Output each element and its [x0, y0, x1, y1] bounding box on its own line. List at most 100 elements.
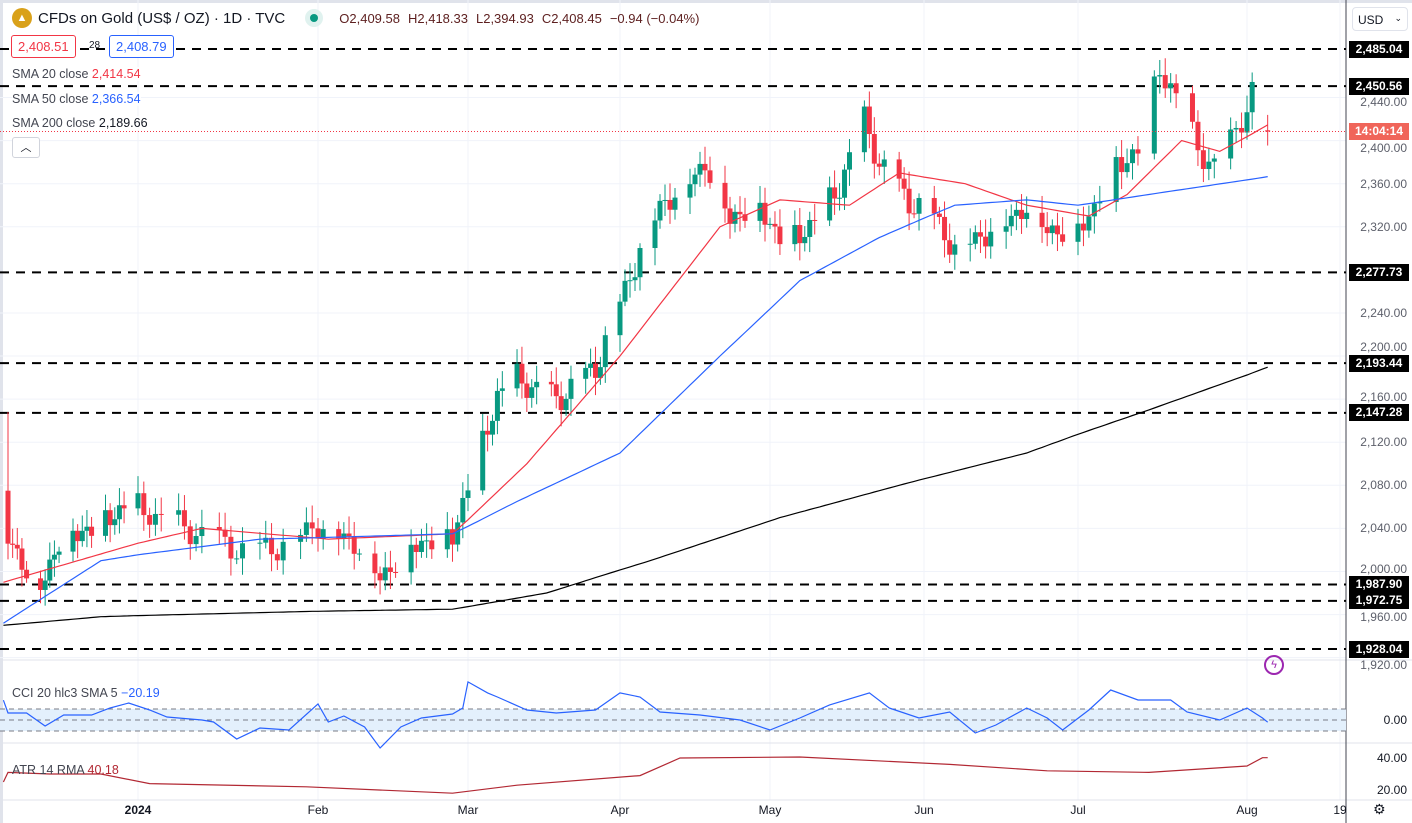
time-tick: May	[758, 803, 782, 817]
candle-body	[1075, 223, 1081, 242]
candle-body	[1097, 202, 1103, 204]
time-tick: Jul	[1070, 803, 1086, 817]
gold-logo-icon: ▲	[12, 8, 32, 28]
candle-body	[1189, 93, 1195, 122]
spread-value: 28	[89, 40, 101, 51]
candle-body	[499, 388, 505, 391]
candle-body	[494, 390, 500, 421]
candle-body	[107, 510, 113, 526]
candle-body	[866, 106, 872, 135]
candle-body	[413, 544, 419, 553]
candle-body	[622, 280, 628, 302]
candle-body	[181, 510, 187, 527]
close-value: C2,408.45	[541, 10, 602, 26]
candle-body	[1119, 157, 1125, 173]
candle-body	[56, 551, 62, 555]
candle-body	[767, 223, 773, 225]
candle-body	[280, 541, 286, 561]
buy-price-button[interactable]: 2,408.79	[109, 35, 174, 58]
symbol-header: ▲ CFDs on Gold (US$ / OZ) · 1D · TVC O2,…	[12, 8, 699, 28]
candle-body	[1060, 234, 1066, 242]
candle-body	[762, 202, 768, 225]
candle-body	[722, 182, 728, 209]
candle-body	[662, 199, 668, 201]
candle-body	[382, 567, 388, 581]
time-tick: Feb	[307, 803, 329, 817]
candle-body	[158, 513, 164, 515]
chevron-down-icon: ⌄	[1394, 13, 1402, 23]
level-tag: 1,987.90	[1349, 576, 1409, 594]
candle-body	[977, 232, 983, 237]
candle-body	[341, 533, 347, 539]
candle-body	[1173, 83, 1179, 94]
candle-body	[372, 553, 378, 574]
legend-atr[interactable]: ATR 14 RMA 40.18	[12, 763, 119, 777]
candle-body	[1244, 112, 1250, 133]
atr-tick: 40.00	[1376, 751, 1407, 765]
low-value: L2,394.93	[475, 10, 534, 26]
sma200-label: SMA 200 close	[12, 116, 96, 130]
settings-icon[interactable]: ⚙	[1373, 801, 1386, 817]
candle-body	[1265, 130, 1271, 132]
candle-body	[1003, 226, 1009, 232]
candle-body	[1039, 212, 1045, 228]
candle-body	[377, 573, 383, 581]
candle-body	[742, 214, 748, 221]
candle-body	[47, 559, 53, 581]
candle-body	[1091, 203, 1097, 217]
symbol-title[interactable]: CFDs on Gold (US$ / OZ) · 1D · TVC	[38, 9, 286, 27]
collapse-legend-button[interactable]: ︿	[12, 137, 40, 158]
candle-body	[356, 553, 362, 555]
legend-sma200[interactable]: SMA 200 close 2,189.66	[12, 116, 148, 130]
currency-select[interactable]: USD ⌄	[1352, 7, 1408, 31]
currency-label: USD	[1358, 13, 1384, 27]
candle-body	[1157, 75, 1163, 77]
price-tick: 2,080.00	[1360, 478, 1407, 493]
candle-body	[460, 497, 466, 523]
candle-body	[42, 580, 48, 590]
sma-line-0	[3, 124, 1268, 583]
legend-cci[interactable]: CCI 20 hlc3 SMA 5 −20.19	[12, 686, 160, 700]
cci-value: −20.19	[121, 686, 160, 700]
level-tag: 2,193.44	[1349, 354, 1409, 372]
price-tick: 2,320.00	[1360, 219, 1407, 234]
candle-body	[141, 493, 147, 516]
candle-body	[802, 236, 808, 244]
sell-price-button[interactable]: 2,408.51	[11, 35, 76, 58]
candle-body	[652, 220, 658, 249]
time-tick: Jun	[914, 803, 934, 817]
candle-body	[116, 505, 122, 520]
candle-body	[424, 540, 430, 542]
candle-body	[346, 533, 352, 537]
candle-body	[1151, 76, 1157, 154]
candle-body	[351, 536, 357, 554]
candle-body	[187, 526, 193, 545]
legend-sma50[interactable]: SMA 50 close 2,366.54	[12, 92, 141, 106]
legend-sma20[interactable]: SMA 20 close 2,414.54	[12, 67, 141, 81]
lightning-icon[interactable]: ϟ	[1264, 655, 1284, 675]
sma20-value: 2,414.54	[91, 67, 141, 81]
candle-body	[222, 529, 228, 537]
open-value: O2,409.58	[339, 10, 400, 26]
price-tick: 2,240.00	[1360, 305, 1407, 320]
level-tag: 2,277.73	[1349, 263, 1409, 281]
candle-body	[103, 510, 108, 536]
candle-body	[216, 527, 222, 530]
candle-body	[687, 184, 693, 198]
candle-body	[727, 208, 733, 224]
candle-body	[732, 211, 738, 224]
candle-body	[1044, 227, 1050, 234]
time-tick: Mar	[457, 803, 479, 817]
cci-band	[0, 709, 1346, 731]
candle-body	[24, 569, 30, 579]
high-value: H2,418.33	[407, 10, 468, 26]
candle-body	[757, 202, 763, 221]
candle-body	[524, 383, 530, 398]
level-tag: 2,147.28	[1349, 404, 1409, 422]
cci-tick: 0.00	[1383, 713, 1407, 727]
candle-body	[199, 527, 205, 537]
candle-body	[967, 243, 973, 245]
price-tick: 1,960.00	[1360, 609, 1407, 624]
candle-body	[449, 529, 455, 545]
